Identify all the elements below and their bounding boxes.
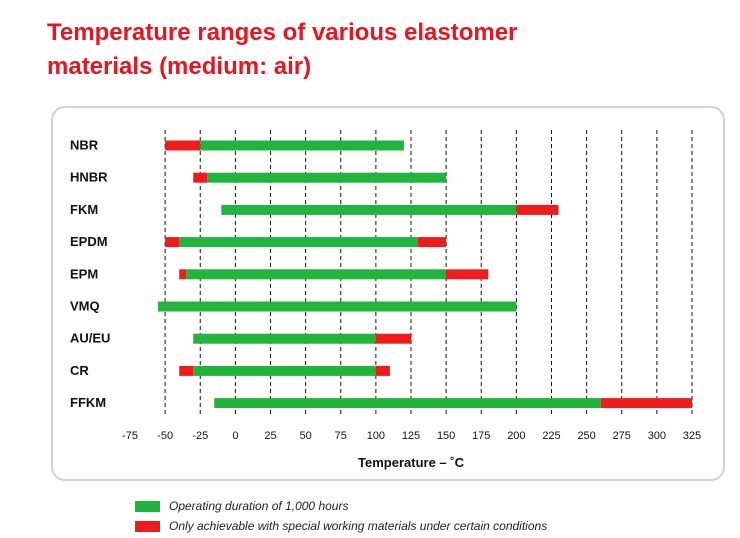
x-tick-label: 225: [542, 430, 560, 442]
bar-special: [375, 365, 390, 376]
x-tick-label: 325: [683, 430, 701, 442]
legend-swatch-operating: [135, 500, 160, 512]
legend-label-operating: Operating duration of 1,000 hours: [169, 499, 349, 513]
bar-special: [193, 172, 208, 183]
x-tick-label: -25: [192, 430, 208, 442]
legend-item-special: Only achievable with special working mat…: [135, 516, 547, 536]
bar-special: [165, 140, 201, 151]
category-label: FKM: [70, 202, 98, 217]
bar-operating: [193, 333, 376, 344]
bar-operating: [207, 172, 447, 183]
x-tick-label: 200: [507, 430, 525, 442]
bar-operating: [221, 204, 517, 215]
x-axis-label: Temperature – ˚C: [358, 455, 465, 470]
x-tick-label: 100: [367, 430, 385, 442]
bar-operating: [200, 140, 404, 151]
bar-special: [516, 204, 559, 215]
bar-operating: [186, 269, 447, 280]
x-tick-label: 300: [648, 430, 666, 442]
bar-operating: [214, 398, 601, 409]
x-tick-label: -50: [157, 430, 173, 442]
chart-panel: [51, 106, 725, 481]
category-label: NBR: [70, 138, 99, 153]
title-line-2: materials (medium: air): [47, 53, 312, 80]
bar-special: [446, 269, 489, 280]
category-label: HNBR: [70, 170, 108, 185]
bar-special: [418, 237, 447, 248]
legend: Operating duration of 1,000 hours Only a…: [135, 496, 547, 536]
category-label: AU/EU: [70, 331, 110, 346]
x-tick-label: 250: [577, 430, 595, 442]
x-tick-label: 75: [335, 430, 347, 442]
x-tick-label: 125: [402, 430, 420, 442]
category-label: EPM: [70, 266, 98, 281]
x-tick-label: 150: [437, 430, 455, 442]
title-line-1: Temperature ranges of various elastomer: [47, 19, 518, 46]
bar-special: [179, 365, 194, 376]
chart-title: Temperature ranges of various elastomer …: [47, 16, 517, 84]
bar-special: [375, 333, 411, 344]
bar-operating: [179, 237, 419, 248]
x-tick-label: 0: [232, 430, 238, 442]
category-label: EPDM: [70, 234, 108, 249]
bar-operating: [158, 301, 517, 312]
bar-special: [179, 269, 187, 280]
bar-operating: [193, 365, 376, 376]
x-tick-label: 175: [472, 430, 490, 442]
bar-special: [600, 398, 692, 409]
category-label: CR: [70, 363, 89, 378]
category-label: FFKM: [70, 395, 106, 410]
category-label: VMQ: [70, 299, 100, 314]
x-tick-label: -75: [122, 430, 138, 442]
legend-item-operating: Operating duration of 1,000 hours: [135, 496, 547, 516]
x-tick-label: 50: [300, 430, 312, 442]
bar-special: [165, 237, 180, 248]
x-tick-label: 275: [613, 430, 631, 442]
legend-label-special: Only achievable with special working mat…: [169, 519, 548, 533]
legend-swatch-special: [135, 520, 160, 532]
x-tick-label: 25: [264, 430, 276, 442]
